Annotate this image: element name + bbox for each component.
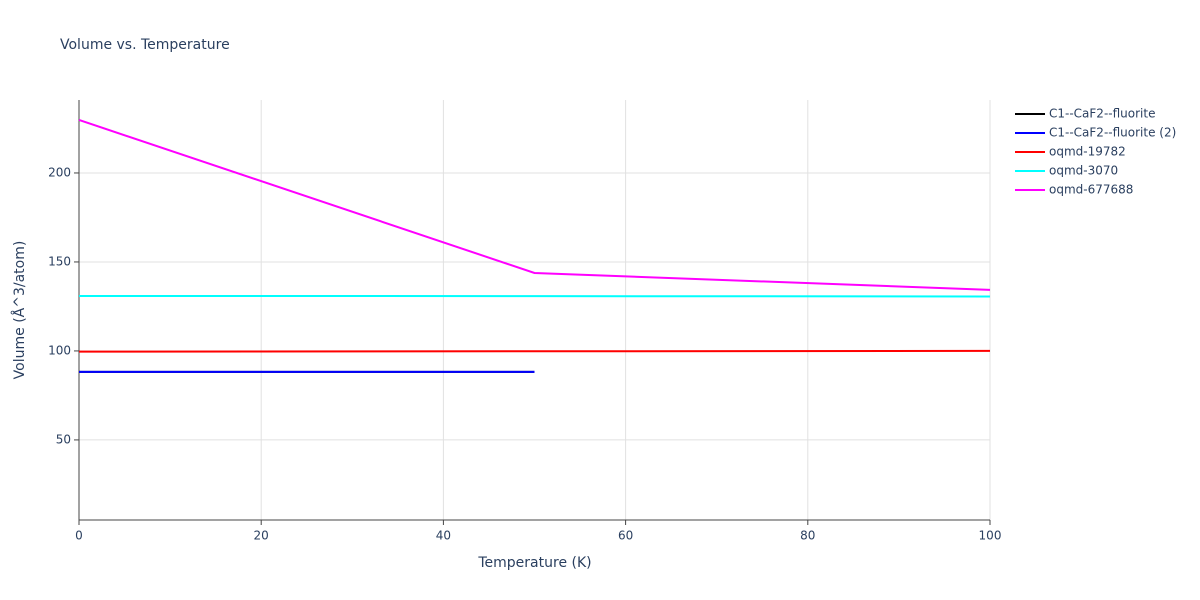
legend-label: oqmd-3070 <box>1049 164 1118 178</box>
legend-label: C1--CaF2--fluorite <box>1049 107 1155 121</box>
y-tick-label: 150 <box>48 254 71 268</box>
x-tick-label: 80 <box>800 529 815 543</box>
y-tick-label: 100 <box>48 343 71 357</box>
x-tick-label: 60 <box>618 529 633 543</box>
x-tick-label: 0 <box>75 529 83 543</box>
legend-label: oqmd-19782 <box>1049 145 1126 159</box>
x-axis-title: Temperature (K) <box>477 555 591 571</box>
series-line <box>78 118 991 291</box>
legend-label: oqmd-677688 <box>1049 183 1133 197</box>
y-tick-label: 200 <box>48 165 71 179</box>
series-line <box>78 294 991 298</box>
x-tick-label: 40 <box>436 529 451 543</box>
legend-label: C1--CaF2--fluorite (2) <box>1049 126 1176 140</box>
series-line <box>78 349 991 353</box>
x-tick-label: 100 <box>979 529 1002 543</box>
x-tick-label: 20 <box>254 529 269 543</box>
chart-title: Volume vs. Temperature <box>60 37 230 53</box>
y-axis-title: Volume (Å^3/atom) <box>11 241 28 380</box>
y-tick-label: 50 <box>56 432 71 446</box>
